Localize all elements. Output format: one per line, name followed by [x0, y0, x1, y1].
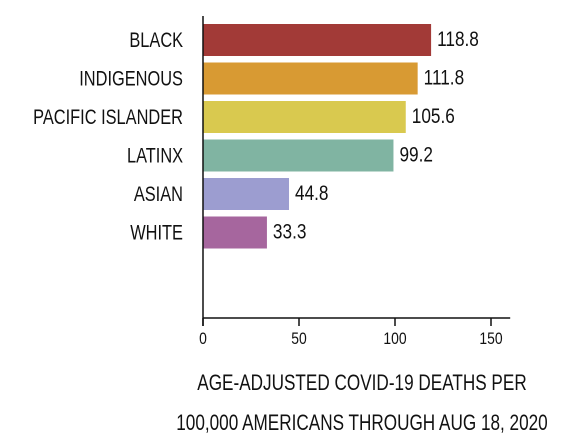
value-label-latinx: 99.2: [399, 144, 433, 167]
x-tick-label: 50: [291, 330, 307, 349]
value-label-black: 118.8: [437, 29, 479, 52]
bar-white: [203, 216, 267, 249]
value-label-white: 33.3: [273, 221, 307, 244]
bar-pacific-islander: [203, 101, 406, 133]
x-tick-label: 0: [199, 330, 207, 349]
bars-group: BLACK 118.8 INDIGENOUS 111.8 PACIFIC ISLANDE…: [33, 24, 479, 249]
bar-latinx: [203, 139, 394, 172]
x-tick-label: 150: [479, 330, 503, 349]
category-label-white: WHITE: [130, 221, 183, 244]
value-label-pacific-islander: 105.6: [412, 106, 455, 129]
category-label-asian: ASIAN: [134, 182, 183, 205]
category-label-indigenous: INDIGENOUS: [79, 67, 183, 90]
category-label-latinx: LATINX: [127, 144, 184, 167]
x-axis-title-line-1: AGE-ADJUSTED COVID-19 DEATHS PER: [197, 371, 526, 396]
category-label-pacific-islander: PACIFIC ISLANDER: [33, 105, 183, 128]
bar-black: [203, 24, 432, 56]
bar-asian: [203, 178, 290, 210]
x-ticks-group: 0 50 100 150: [199, 318, 503, 348]
bar-indigenous: [203, 62, 418, 95]
x-axis-title-line-2: 100,000 AMERICANS THROUGH AUG 18, 2020: [176, 411, 547, 436]
value-label-indigenous: 111.8: [424, 67, 465, 90]
value-label-asian: 44.8: [295, 183, 329, 206]
category-label-black: BLACK: [129, 28, 183, 51]
x-tick-label: 100: [383, 330, 407, 349]
